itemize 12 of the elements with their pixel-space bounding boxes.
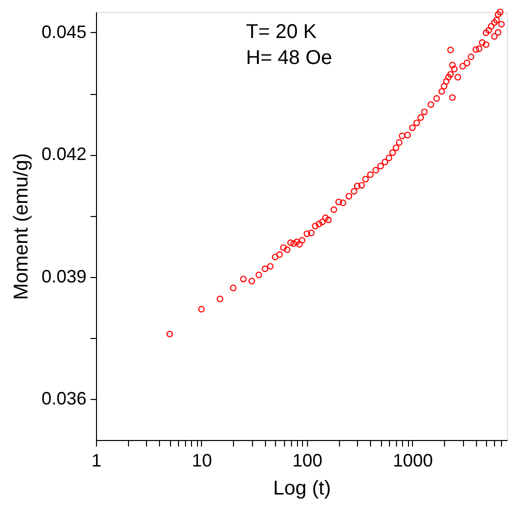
y-tick-label: 0.036 xyxy=(41,388,86,409)
annotation: H= 48 Oe xyxy=(246,47,332,69)
x-tick-label: 10 xyxy=(192,450,212,470)
y-tick-label: 0.042 xyxy=(41,144,86,164)
x-tick-label: 1000 xyxy=(392,450,433,470)
x-axis-title: Log (t) xyxy=(273,478,331,500)
y-axis-title: Moment (emu/g) xyxy=(10,153,32,300)
y-tick-label: 0.045 xyxy=(41,22,86,42)
annotation: T= 20 K xyxy=(246,21,318,43)
x-tick-label: 1 xyxy=(91,450,102,470)
x-tick-label: 100 xyxy=(292,450,322,470)
y-tick-label: 0.039 xyxy=(41,266,86,286)
